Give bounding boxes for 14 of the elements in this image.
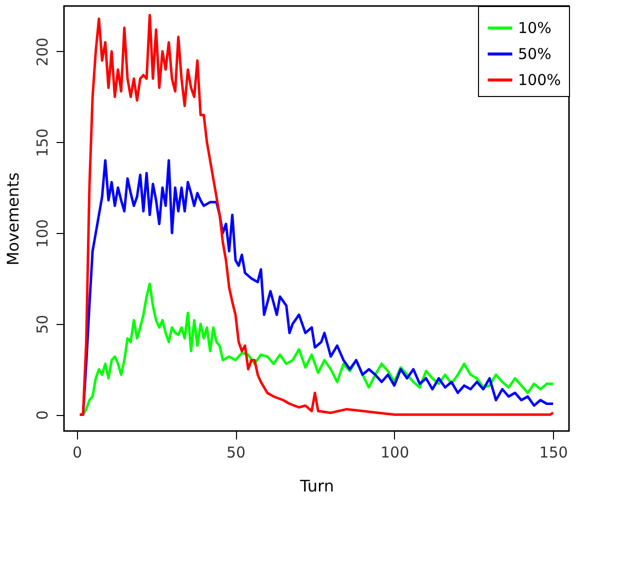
x-tick-label: 100 <box>380 444 410 462</box>
legend-label: 100% <box>518 71 561 89</box>
y-axis-title: Movements <box>4 172 22 266</box>
x-axis-title: Turn <box>299 476 334 496</box>
y-tick-label: 200 <box>34 38 52 66</box>
x-tick-label: 50 <box>226 444 246 462</box>
x-tick-label: 150 <box>539 444 568 462</box>
y-tick-label: 100 <box>34 219 52 248</box>
x-tick-label: 0 <box>72 444 82 462</box>
y-tick-label: 50 <box>34 314 52 334</box>
y-tick-label: 0 <box>34 410 52 420</box>
legend-label: 10% <box>518 19 552 37</box>
y-tick-label: 150 <box>34 128 52 158</box>
legend-label: 50% <box>518 45 552 63</box>
